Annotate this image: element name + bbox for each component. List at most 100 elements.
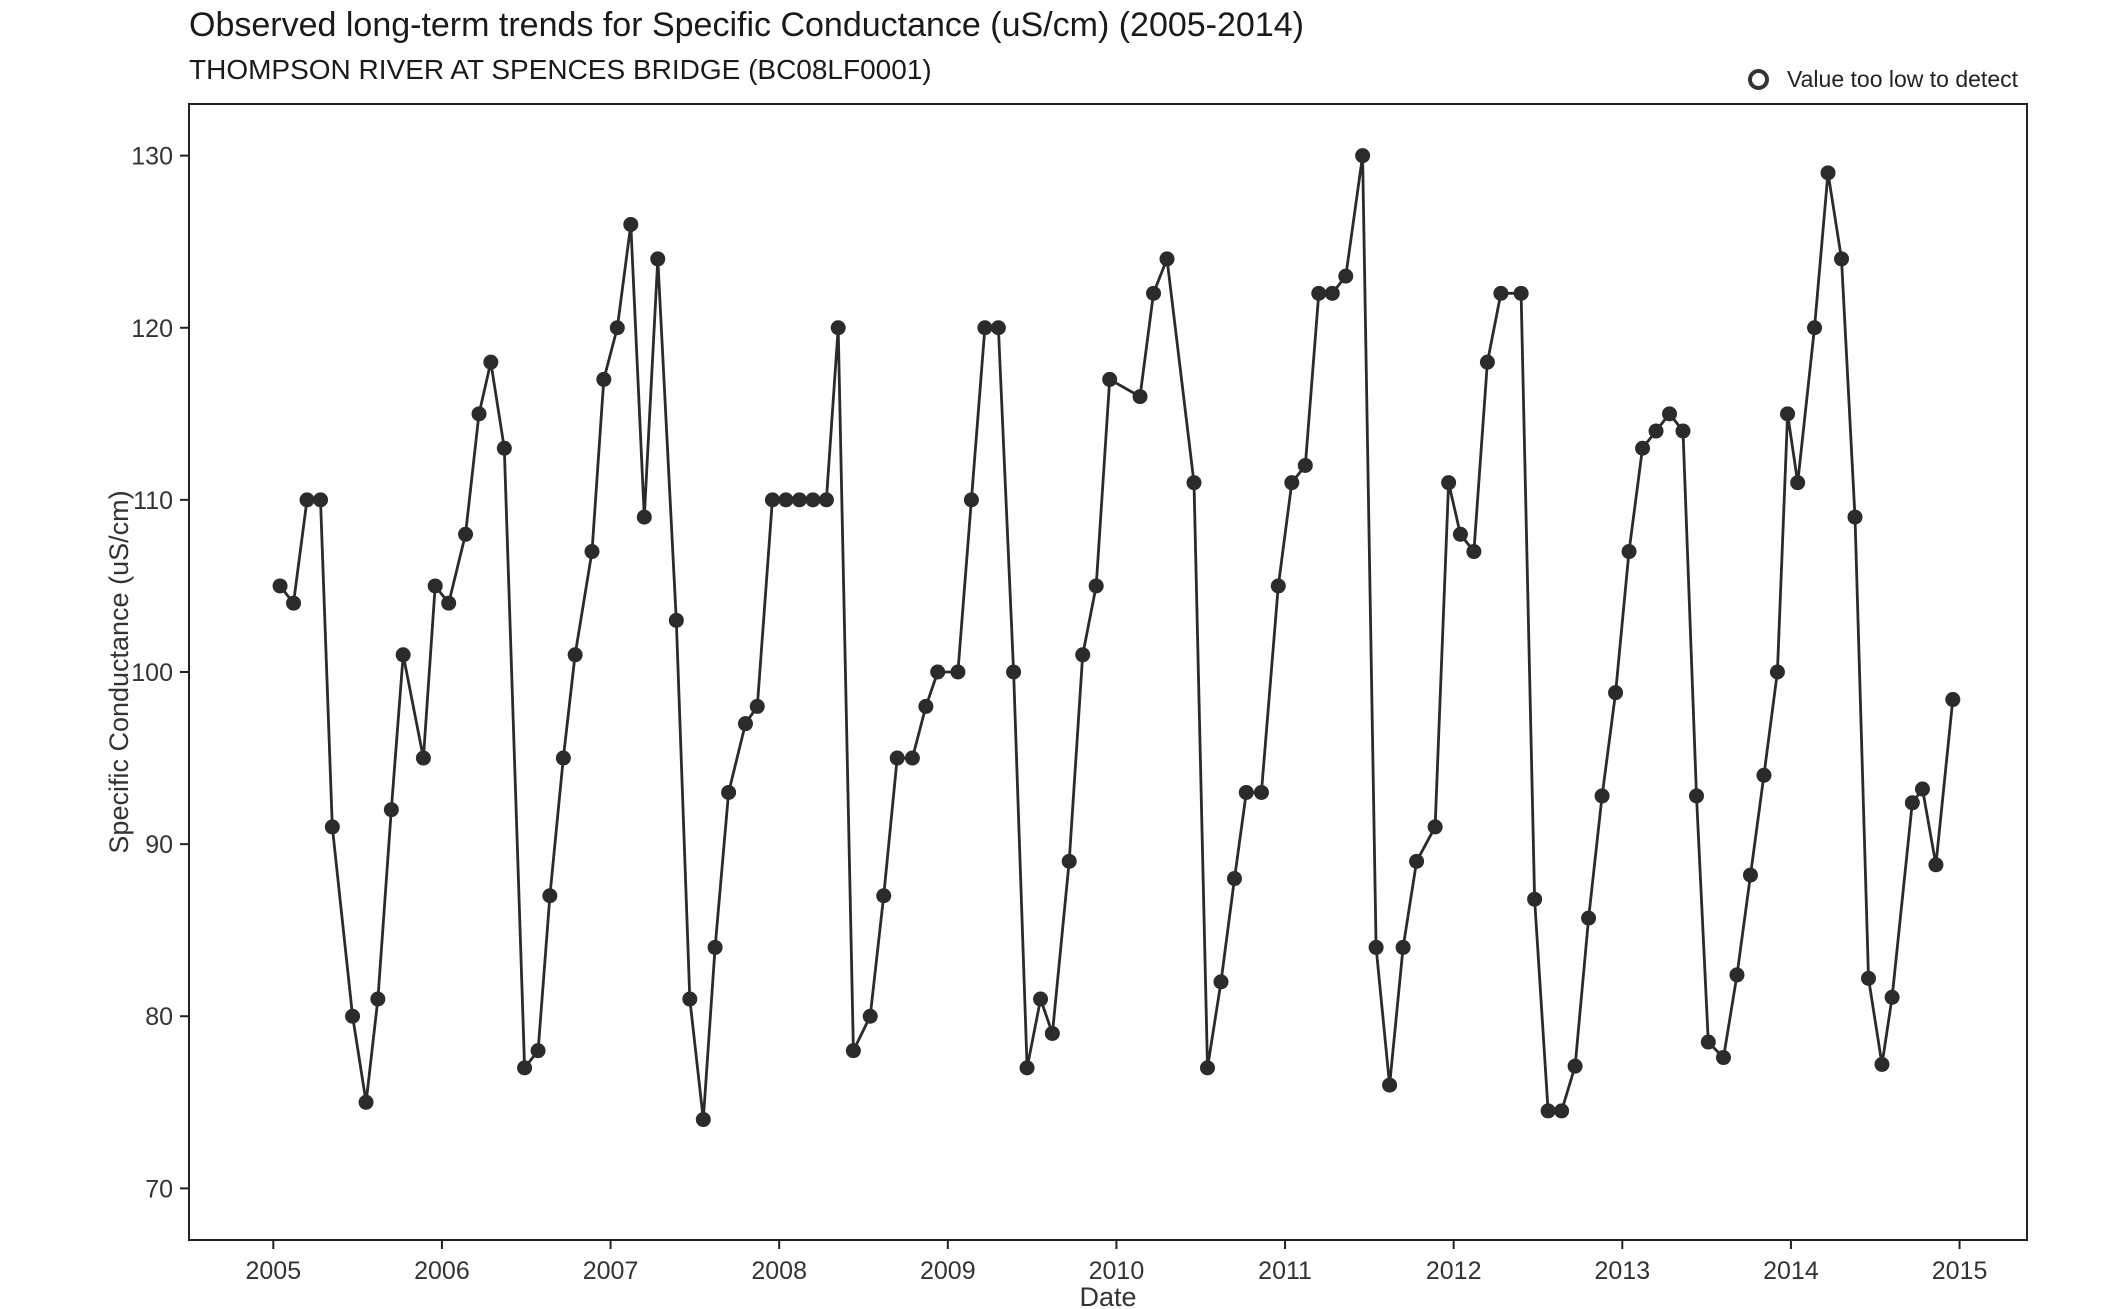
data-point [345, 1008, 361, 1024]
data-point [1648, 423, 1664, 439]
data-point [1044, 1025, 1060, 1041]
data-point [609, 320, 625, 336]
data-point [272, 578, 288, 594]
y-tick-label: 120 [131, 315, 173, 343]
x-tick-label: 2007 [583, 1257, 639, 1285]
data-point [950, 664, 966, 680]
x-tick-label: 2005 [245, 1257, 301, 1285]
data-point [1540, 1103, 1556, 1119]
data-point [791, 492, 807, 508]
data-point [1594, 788, 1610, 804]
data-point [1635, 440, 1651, 456]
data-point [818, 492, 834, 508]
y-tick-label: 70 [145, 1175, 173, 1203]
data-point [299, 492, 315, 508]
series-line [278, 154, 1955, 1121]
y-tick-label: 110 [133, 487, 173, 515]
data-point [1253, 784, 1269, 800]
data-point [764, 492, 780, 508]
data-point [778, 492, 794, 508]
data-point [918, 698, 934, 714]
data-point [1513, 285, 1529, 301]
data-point [458, 526, 474, 542]
open-circle-icon [1748, 69, 1769, 90]
y-tick-label: 100 [131, 659, 173, 687]
data-point [830, 320, 846, 336]
data-point [695, 1112, 711, 1128]
data-point [313, 492, 329, 508]
data-point [1567, 1058, 1583, 1074]
data-point [1729, 967, 1745, 983]
data-point [1186, 475, 1202, 491]
data-point [1395, 939, 1411, 955]
data-point [1479, 354, 1495, 370]
data-point [963, 492, 979, 508]
data-point [668, 612, 684, 628]
data-point [1382, 1077, 1398, 1093]
y-tick-label: 90 [145, 831, 173, 859]
data-point [1226, 871, 1242, 887]
data-point [1238, 784, 1254, 800]
data-point [623, 216, 639, 232]
data-point [555, 750, 571, 766]
data-point [1688, 788, 1704, 804]
chart-title: Observed long-term trends for Specific C… [189, 6, 1304, 44]
data-point [1324, 285, 1340, 301]
data-point [1270, 578, 1286, 594]
y-axis-label: Specific Conductance (uS/cm) [104, 490, 134, 853]
data-point [1914, 781, 1930, 797]
data-point [1700, 1034, 1716, 1050]
data-point [1928, 857, 1944, 873]
data-point [1452, 526, 1468, 542]
data-point [1527, 891, 1543, 907]
data-point [471, 406, 487, 422]
data-point [1742, 867, 1758, 883]
data-point [1675, 423, 1691, 439]
data-point [1102, 371, 1118, 387]
data-point [1662, 406, 1678, 422]
data-point [427, 578, 443, 594]
data-point [977, 320, 993, 336]
data-point [517, 1060, 533, 1076]
data-point [749, 698, 765, 714]
data-point [862, 1008, 878, 1024]
data-point [1146, 285, 1162, 301]
data-point [1820, 165, 1836, 181]
data-point [1769, 664, 1785, 680]
data-point [1409, 853, 1425, 869]
x-tick-label: 2015 [1932, 1257, 1988, 1285]
data-point [542, 888, 558, 904]
data-point [1006, 664, 1022, 680]
data-point [1847, 509, 1863, 525]
data-point [1554, 1103, 1570, 1119]
x-tick-label: 2013 [1594, 1257, 1650, 1285]
chart-subtitle: THOMPSON RIVER AT SPENCES BRIDGE (BC08LF… [189, 54, 932, 85]
data-point [358, 1094, 374, 1110]
plot-border [188, 103, 2028, 1241]
data-point [530, 1043, 546, 1059]
data-point [930, 664, 946, 680]
data-point [1860, 970, 1876, 986]
data-point [1088, 578, 1104, 594]
data-point [370, 991, 386, 1007]
data-point [1608, 685, 1624, 701]
data-point [324, 819, 340, 835]
data-point [1338, 268, 1354, 284]
data-point [876, 888, 892, 904]
data-point [1621, 544, 1637, 560]
data-point [1427, 819, 1443, 835]
y-tick-label: 80 [145, 1003, 173, 1031]
data-point [1061, 853, 1077, 869]
data-point [1441, 475, 1457, 491]
data-point [1355, 148, 1371, 164]
data-point [567, 647, 583, 663]
data-point [1807, 320, 1823, 336]
data-point [1284, 475, 1300, 491]
data-point [1780, 406, 1796, 422]
data-point [1019, 1060, 1035, 1076]
data-point [596, 371, 612, 387]
data-point [1790, 475, 1806, 491]
x-tick-label: 2010 [1089, 1257, 1145, 1285]
data-point [395, 647, 411, 663]
data-point [1368, 939, 1384, 955]
